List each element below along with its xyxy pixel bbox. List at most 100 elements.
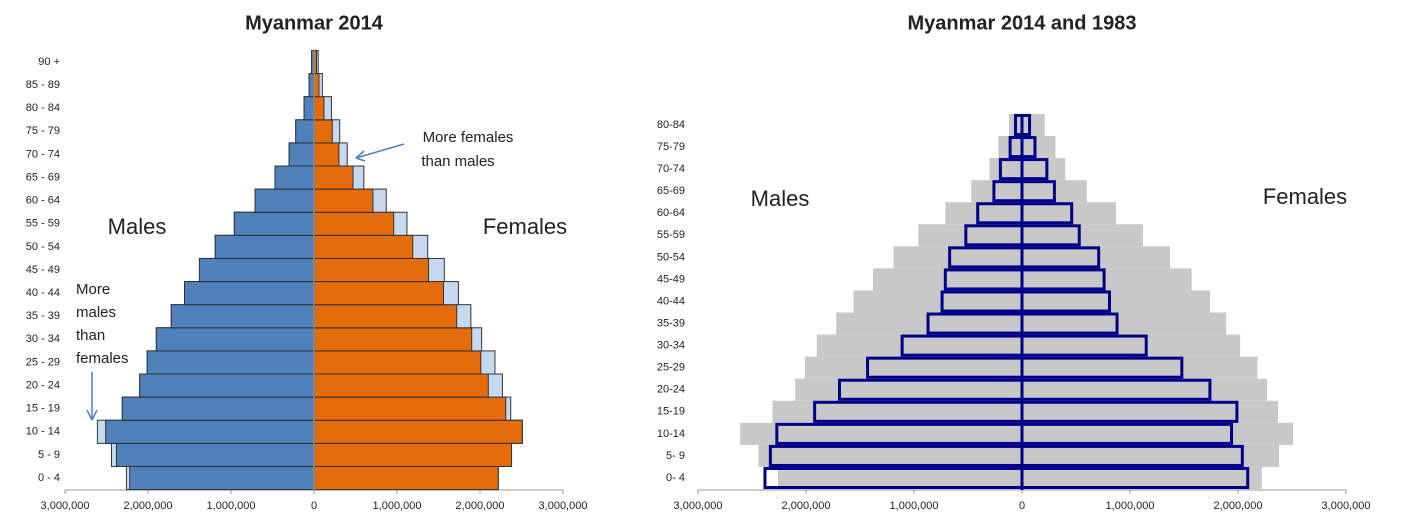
bar xyxy=(313,465,499,491)
x-tick-label: 0 xyxy=(311,500,317,512)
bar-2014 xyxy=(804,356,1022,379)
y-tick-label: 60-64 xyxy=(657,207,685,219)
bar-2014 xyxy=(989,158,1022,181)
y-tick-label: 80 - 84 xyxy=(26,102,60,114)
bar-2014 xyxy=(918,224,1022,247)
y-tick-label: 70 - 74 xyxy=(26,148,60,160)
y-tick-label: 75-79 xyxy=(657,141,685,153)
bar-2014 xyxy=(1022,378,1268,401)
bar xyxy=(303,96,315,121)
bar-2014 xyxy=(1022,444,1280,467)
y-tick-label: 0 - 4 xyxy=(38,472,60,484)
y-tick-label: 30 - 34 xyxy=(26,333,60,345)
y-tick-label: 65 - 69 xyxy=(26,171,60,183)
bar-2014 xyxy=(758,444,1022,467)
bar xyxy=(121,396,315,421)
y-tick-label: 85 - 89 xyxy=(26,79,60,91)
bar xyxy=(146,350,315,375)
x-tick-label: 3,000,000 xyxy=(539,500,588,512)
bar xyxy=(313,396,507,421)
y-tick-label: 15 - 19 xyxy=(26,403,60,415)
y-tick-label: 5 - 9 xyxy=(38,449,60,461)
y-tick-label: 25-29 xyxy=(657,362,685,374)
y-tick-label: 45 - 49 xyxy=(26,264,60,276)
bar xyxy=(155,327,315,352)
bar xyxy=(313,373,489,398)
bar-2014 xyxy=(1022,202,1116,225)
bar xyxy=(139,373,315,398)
side-label: Females xyxy=(483,214,567,239)
y-tick-label: 45-49 xyxy=(657,273,685,285)
bar xyxy=(105,419,315,444)
bar-2014 xyxy=(740,422,1022,445)
bar-2014 xyxy=(893,246,1022,269)
bar xyxy=(115,442,315,467)
bar xyxy=(129,465,315,491)
chart-title: Myanmar 2014 and 1983 xyxy=(907,12,1136,34)
y-tick-label: 25 - 29 xyxy=(26,356,60,368)
x-tick-label: 2,000,000 xyxy=(1214,500,1263,512)
y-tick-label: 70-74 xyxy=(657,163,685,175)
bar-2014 xyxy=(1022,113,1045,137)
bar xyxy=(313,350,482,375)
annotation: females xyxy=(76,350,129,367)
annotation: males xyxy=(76,304,116,321)
bar-2014 xyxy=(1022,312,1227,335)
bar xyxy=(170,304,315,329)
bar xyxy=(313,304,458,329)
x-tick-label: 2,000,000 xyxy=(456,500,505,512)
annotation: than males xyxy=(421,153,494,170)
bar xyxy=(313,419,523,444)
bar-2014 xyxy=(772,400,1022,423)
annotation: More females xyxy=(423,129,514,146)
bar-2014 xyxy=(1022,246,1170,269)
y-tick-label: 55-59 xyxy=(657,229,685,241)
bar-2014 xyxy=(1022,466,1262,490)
bar xyxy=(254,188,315,213)
bar xyxy=(313,142,340,167)
bar xyxy=(313,211,395,236)
y-tick-label: 5- 9 xyxy=(666,450,685,462)
bar xyxy=(184,281,315,306)
bar-2014 xyxy=(816,334,1022,357)
bar-2014 xyxy=(1022,136,1056,159)
bar xyxy=(214,234,315,259)
bar-2014 xyxy=(1022,158,1066,181)
x-tick-label: 2,000,000 xyxy=(782,500,831,512)
bar-2014 xyxy=(1022,268,1192,291)
y-tick-label: 60 - 64 xyxy=(26,195,60,207)
y-tick-label: 50-54 xyxy=(657,251,685,263)
x-tick-label: 2,000,000 xyxy=(124,500,173,512)
bar xyxy=(288,142,315,167)
bar-2014 xyxy=(1022,422,1294,445)
y-tick-label: 20-24 xyxy=(657,384,685,396)
x-tick-label: 1,000,000 xyxy=(207,500,256,512)
x-tick-label: 1,000,000 xyxy=(1106,500,1155,512)
y-tick-label: 35 - 39 xyxy=(26,310,60,322)
y-tick-label: 90 + xyxy=(38,56,60,68)
y-tick-label: 65-69 xyxy=(657,185,685,197)
x-tick-label: 3,000,000 xyxy=(1322,500,1371,512)
x-tick-label: 3,000,000 xyxy=(41,500,90,512)
y-tick-label: 40-44 xyxy=(657,295,685,307)
annotation: than xyxy=(76,327,105,344)
y-tick-label: 10-14 xyxy=(657,428,685,440)
annotation: More xyxy=(76,281,110,298)
bar xyxy=(313,281,444,306)
bar xyxy=(313,327,473,352)
arrows xyxy=(86,143,405,421)
arrow xyxy=(355,143,405,162)
x-tick-label: 3,000,000 xyxy=(674,500,723,512)
bar-2014 xyxy=(872,268,1022,291)
bar xyxy=(313,234,414,259)
bar xyxy=(313,442,513,467)
x-tick-label: 1,000,000 xyxy=(373,500,422,512)
bar-2014 xyxy=(1022,290,1210,313)
y-tick-label: 80-84 xyxy=(657,119,685,131)
y-tick-label: 15-19 xyxy=(657,406,685,418)
bar-2014 xyxy=(853,290,1022,313)
bar-2014 xyxy=(1022,224,1143,247)
bar xyxy=(313,188,374,213)
side-label: Males xyxy=(108,214,167,239)
